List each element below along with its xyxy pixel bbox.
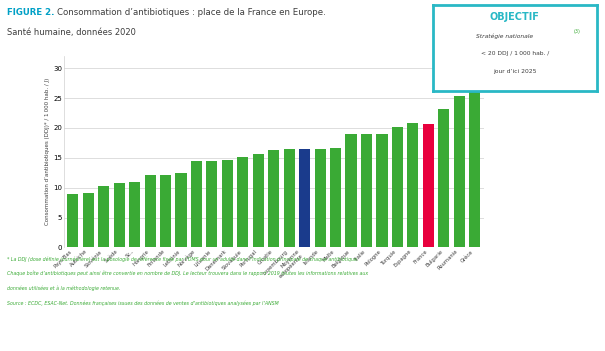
Bar bbox=[299, 149, 310, 247]
Bar bbox=[83, 193, 94, 247]
Bar bbox=[114, 183, 125, 247]
Text: FIGURE 2.: FIGURE 2. bbox=[7, 8, 55, 17]
Text: jour d’ici 2025: jour d’ici 2025 bbox=[493, 69, 537, 74]
Bar bbox=[392, 127, 403, 247]
Text: OBJECTIF: OBJECTIF bbox=[490, 12, 540, 22]
Bar bbox=[423, 124, 434, 247]
Bar bbox=[438, 109, 450, 247]
Bar bbox=[268, 150, 280, 247]
Bar bbox=[191, 161, 202, 247]
Text: < 20 DDJ / 1 000 hab. /: < 20 DDJ / 1 000 hab. / bbox=[481, 51, 549, 56]
Text: Chaque boîte d’antibiotiques peut ainsi être convertie en nombre de DDJ. Le lect: Chaque boîte d’antibiotiques peut ainsi … bbox=[7, 271, 368, 277]
Bar bbox=[237, 157, 249, 247]
Text: de quelques pays en 2021 reste à confirmer, mais le rang de la France s’annonce : de quelques pays en 2021 reste à confirm… bbox=[7, 336, 371, 343]
Bar bbox=[330, 148, 341, 247]
Bar bbox=[284, 150, 295, 247]
Bar bbox=[454, 95, 465, 247]
Bar bbox=[469, 77, 480, 247]
Bar bbox=[222, 160, 233, 247]
Bar bbox=[175, 173, 186, 247]
Bar bbox=[67, 194, 79, 247]
Bar bbox=[253, 154, 264, 247]
Bar bbox=[129, 182, 140, 247]
Bar bbox=[407, 122, 419, 247]
Text: données utilisées et à la méthodologie retenue.: données utilisées et à la méthodologie r… bbox=[7, 286, 120, 291]
Y-axis label: Consommation d’antibiotiques (DDJ)* / 1 000 hab. / J): Consommation d’antibiotiques (DDJ)* / 1 … bbox=[45, 78, 50, 225]
Bar bbox=[315, 149, 325, 247]
Bar bbox=[345, 134, 356, 247]
Bar bbox=[361, 134, 372, 247]
Text: Consommation d’antibiotiques : place de la France en Europe.: Consommation d’antibiotiques : place de … bbox=[57, 8, 326, 17]
Bar bbox=[145, 175, 155, 247]
Bar bbox=[206, 161, 217, 247]
Text: consommateur d’antibiotiques en Europe parmi les 27 pays participant à la survei: consommateur d’antibiotiques en Europe p… bbox=[7, 316, 474, 323]
Text: Source : ECDC, ESAC-Net. Données françaises issues des données de ventes d’antib: Source : ECDC, ESAC-Net. Données françai… bbox=[7, 300, 279, 306]
Text: Stratégie nationale: Stratégie nationale bbox=[476, 34, 534, 39]
Text: Malgré la chute de la consommation d’antibiotiques observée en 2020, la France r: Malgré la chute de la consommation d’ant… bbox=[7, 297, 463, 304]
Bar bbox=[376, 134, 388, 247]
Bar bbox=[160, 174, 171, 247]
Text: (3): (3) bbox=[574, 29, 581, 34]
Text: Santé humaine, données 2020: Santé humaine, données 2020 bbox=[7, 28, 136, 37]
Text: * La DDJ (dose définie journéalière) est la posologie de référence fixée par l’O: * La DDJ (dose définie journéalière) est… bbox=[7, 256, 359, 262]
Bar bbox=[98, 186, 110, 247]
